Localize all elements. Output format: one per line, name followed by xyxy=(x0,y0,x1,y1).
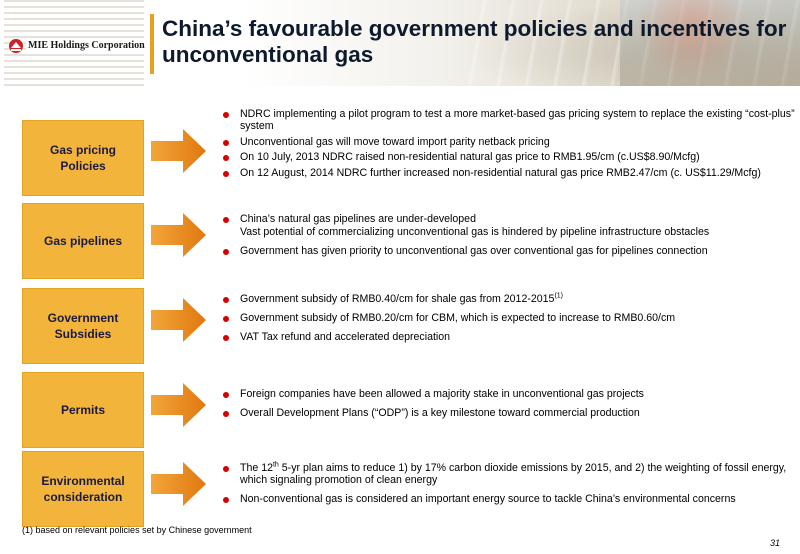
header-photo xyxy=(620,0,800,86)
category-box-permits: Permits xyxy=(22,372,144,448)
bullet-list-government-subsidies: Government subsidy of RMB0.40/cm for sha… xyxy=(222,292,797,347)
bullet-list-environmental: The 12th 5-yr plan aims to reduce 1) by … xyxy=(222,461,797,509)
bullet-dot-icon xyxy=(223,410,229,417)
category-label-line1: Government xyxy=(47,311,119,325)
list-item: On 10 July, 2013 NDRC raised non-residen… xyxy=(222,151,797,164)
category-box-government-subsidies: Government Subsidies xyxy=(22,288,144,364)
bullet-text: Unconventional gas will move toward impo… xyxy=(240,135,550,148)
company-logo-text: MIE Holdings Corporation xyxy=(26,40,147,51)
category-label-line1: Gas pricing xyxy=(49,143,117,157)
bullet-dot-icon xyxy=(223,139,229,146)
bullet-dot-icon xyxy=(223,171,229,178)
bullet-text: NDRC implementing a pilot program to tes… xyxy=(240,108,795,132)
category-label-line2: consideration xyxy=(43,490,123,504)
list-item: The 12th 5-yr plan aims to reduce 1) by … xyxy=(222,461,797,487)
category-label-line2: Policies xyxy=(60,159,106,173)
arrow-right-icon xyxy=(151,383,206,427)
bullet-text: Government subsidy of RMB0.20/cm for CBM… xyxy=(240,311,676,324)
bullet-list-permits: Foreign companies have been allowed a ma… xyxy=(222,388,797,424)
bullet-text: On 12 August, 2014 NDRC further increase… xyxy=(240,167,761,180)
page-number: 31 xyxy=(769,538,780,548)
bullet-text: China’s natural gas pipelines are under-… xyxy=(240,213,476,225)
bullet-text: VAT Tax refund and accelerated depreciat… xyxy=(240,330,451,343)
bullet-text: Non-conventional gas is considered an im… xyxy=(240,492,736,505)
bullet-dot-icon xyxy=(223,315,229,322)
bullet-dot-icon xyxy=(223,248,229,255)
bullet-dot-icon xyxy=(223,112,229,118)
footnote-marker: (1) xyxy=(554,292,563,300)
bullet-text: On 10 July, 2013 NDRC raised non-residen… xyxy=(240,151,700,164)
arrow-right-icon xyxy=(151,213,206,257)
bullet-text: Vast potential of commercializing unconv… xyxy=(240,225,710,238)
page-title: China’s favourable government policies a… xyxy=(162,16,787,67)
ordinal-suffix: th xyxy=(272,461,279,469)
bullet-dot-icon xyxy=(223,334,229,341)
list-item: Government subsidy of RMB0.40/cm for sha… xyxy=(222,292,797,306)
bullet-text-cont: 5-yr plan aims to reduce 1) by 17% carbo… xyxy=(240,462,787,486)
list-item: VAT Tax refund and accelerated depreciat… xyxy=(222,330,797,344)
list-item: Government has given priority to unconve… xyxy=(222,244,797,258)
arrow-right-icon xyxy=(151,129,206,173)
list-item: NDRC implementing a pilot program to tes… xyxy=(222,108,797,133)
header-banner: MIE Holdings Corporation China’s favoura… xyxy=(0,0,800,86)
bullet-dot-icon xyxy=(223,155,229,162)
arrow-right-icon xyxy=(151,298,206,342)
category-label-line1: Gas pipelines xyxy=(43,234,123,248)
bullet-dot-icon xyxy=(223,392,229,398)
list-item: Vast potential of commercializing unconv… xyxy=(222,225,797,239)
bullet-list-gas-pipelines: China’s natural gas pipelines are under-… xyxy=(222,213,797,261)
list-item: On 12 August, 2014 NDRC further increase… xyxy=(222,167,797,180)
category-label-line2: Subsidies xyxy=(54,327,112,341)
bullet-text: Government subsidy of RMB0.40/cm for sha… xyxy=(240,293,555,305)
company-logo-icon xyxy=(9,39,23,53)
list-item: China’s natural gas pipelines are under-… xyxy=(222,213,797,226)
bullet-dot-icon xyxy=(223,496,229,503)
category-box-gas-pricing: Gas pricing Policies xyxy=(22,120,144,196)
list-item: Non-conventional gas is considered an im… xyxy=(222,492,797,506)
bullet-text: The 12 xyxy=(240,462,273,474)
list-item: Unconventional gas will move toward impo… xyxy=(222,135,797,149)
bullet-text: Foreign companies have been allowed a ma… xyxy=(240,388,644,400)
category-box-gas-pipelines: Gas pipelines xyxy=(22,203,144,279)
list-item: Overall Development Plans (“ODP”) is a k… xyxy=(222,406,797,420)
category-label-line1: Environmental xyxy=(41,474,125,488)
arrow-right-icon xyxy=(151,462,206,506)
footnote: (1) based on relevant policies set by Ch… xyxy=(22,525,252,535)
category-box-environmental: Environmental consideration xyxy=(22,451,144,527)
bullet-list-gas-pricing: NDRC implementing a pilot program to tes… xyxy=(222,108,797,184)
bullet-text: Government has given priority to unconve… xyxy=(240,244,708,257)
list-item: Foreign companies have been allowed a ma… xyxy=(222,388,797,401)
list-item: Government subsidy of RMB0.20/cm for CBM… xyxy=(222,311,797,325)
category-label-line1: Permits xyxy=(60,403,106,417)
title-accent-bar xyxy=(150,14,154,74)
bullet-dot-icon xyxy=(223,297,229,303)
bullet-text: Overall Development Plans (“ODP”) is a k… xyxy=(240,406,640,419)
bullet-dot-icon xyxy=(223,217,229,223)
bullet-dot-icon xyxy=(223,466,229,472)
